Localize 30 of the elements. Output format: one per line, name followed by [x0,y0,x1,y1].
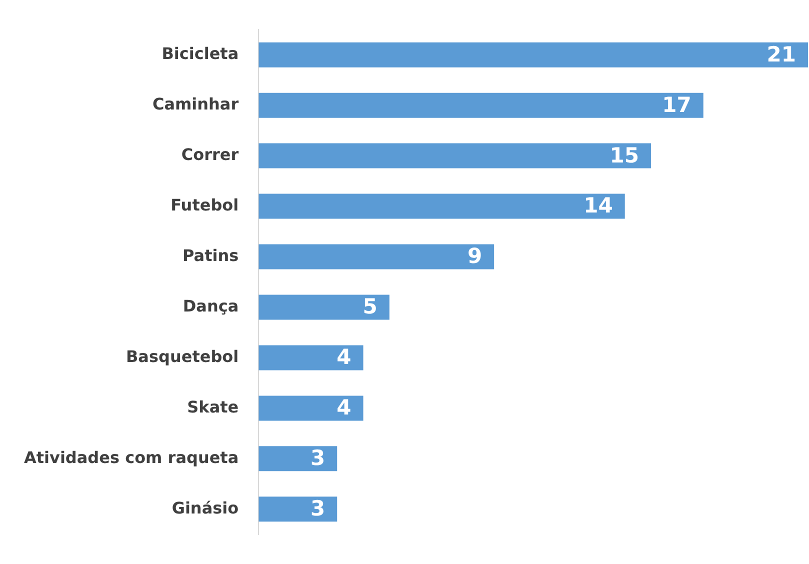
bar [258,244,494,270]
y-tick-label: Dança [182,296,239,316]
y-tick-label: Bicicleta [162,44,239,63]
bar [258,194,625,219]
data-label: 4 [336,396,352,420]
data-label: 4 [336,345,352,370]
y-tick-label: Patins [182,246,239,265]
data-label: 15 [610,143,640,168]
y-tick-label: Basquetebol [126,346,239,366]
bar [258,396,364,421]
data-label: 3 [310,496,326,521]
y-tick-label: Futebol [170,195,239,214]
bar [258,294,390,320]
bar [258,143,652,168]
data-label: 17 [662,92,692,117]
y-tick-label: Caminhar [152,94,239,114]
y-tick-label: Correr [181,144,239,164]
y-tick-label: Skate [187,397,239,416]
data-label: 14 [584,194,613,218]
data-label: 5 [362,294,378,319]
bar [258,496,338,522]
y-tick-label: Atividades com raqueta [24,448,239,467]
bar [258,42,808,68]
y-tick-label: Ginásio [172,498,239,518]
data-label: 21 [766,42,796,66]
bar [258,92,704,118]
data-label: 9 [467,244,482,268]
bar [258,345,364,370]
bar [258,446,338,472]
data-label: 3 [310,446,326,470]
